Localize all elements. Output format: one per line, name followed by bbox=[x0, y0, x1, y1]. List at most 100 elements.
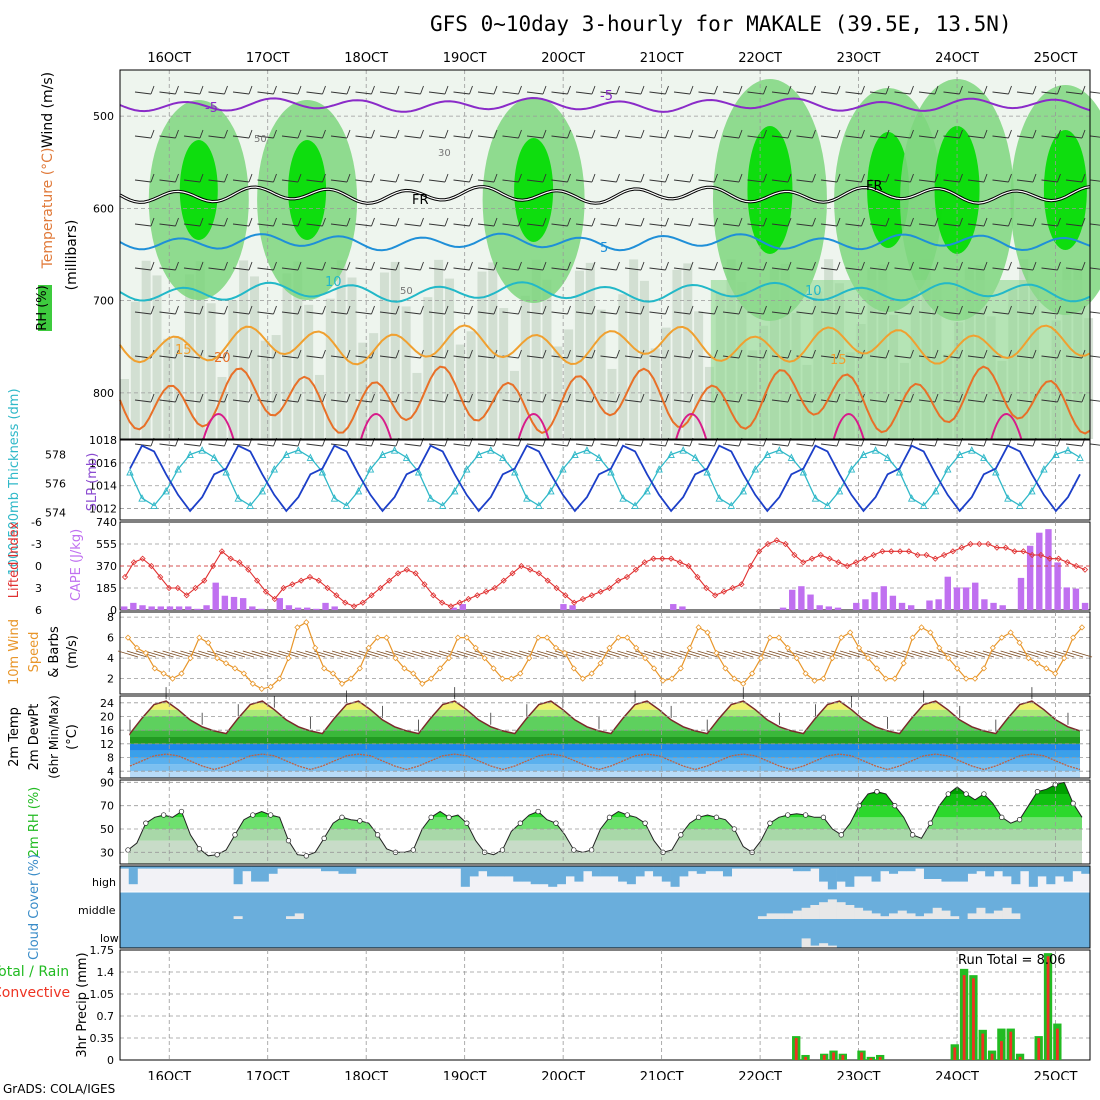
cloud-high-cell bbox=[862, 866, 872, 877]
wind-barb-flag bbox=[420, 217, 424, 227]
wind-barb bbox=[453, 267, 470, 271]
wind-barb bbox=[722, 223, 740, 227]
wind-point bbox=[900, 660, 907, 667]
wind-barb bbox=[1027, 650, 1048, 658]
wind-barb-flag bbox=[959, 85, 963, 95]
wind-barb bbox=[183, 135, 201, 139]
wind-barb bbox=[526, 443, 544, 447]
wind-barb-flag bbox=[812, 261, 816, 271]
wind-barb-flag bbox=[542, 261, 547, 271]
wind-point bbox=[668, 675, 675, 682]
thickness-point bbox=[414, 467, 423, 476]
wind-barb-flag bbox=[616, 85, 620, 95]
wind-barb-flag bbox=[273, 261, 277, 271]
wind-barb-flag bbox=[1032, 129, 1037, 139]
wind-barb-flag bbox=[567, 129, 571, 139]
cloud-high-cell bbox=[871, 866, 881, 882]
rh-core bbox=[514, 138, 554, 242]
wind-barb bbox=[918, 91, 936, 95]
thickness-point bbox=[715, 494, 723, 502]
wind-barb-flag bbox=[1081, 305, 1086, 315]
rh-axis-label: RH (%) bbox=[35, 285, 50, 330]
rh-column bbox=[466, 331, 476, 439]
wind-barb bbox=[1071, 650, 1093, 658]
thickness-point bbox=[294, 446, 303, 454]
wind-barb-flag bbox=[910, 349, 914, 359]
wind-barb bbox=[1041, 311, 1058, 315]
cloud-high-cell bbox=[216, 866, 226, 869]
wind-barb bbox=[747, 179, 764, 183]
wind-barb-flag bbox=[665, 217, 669, 227]
wind-point bbox=[552, 644, 560, 651]
wind-point bbox=[312, 644, 319, 651]
cloud-high-cell bbox=[932, 866, 942, 879]
wind-barb bbox=[866, 650, 888, 658]
cloud-high-cell bbox=[198, 866, 208, 869]
wind-barb-flag bbox=[763, 173, 767, 183]
lifted-point bbox=[289, 581, 296, 588]
wind-barb bbox=[845, 399, 862, 403]
wind-barb bbox=[355, 91, 372, 95]
temp-axis-label-2: 2m DewPt bbox=[27, 704, 42, 771]
wind-barb-flag bbox=[616, 173, 620, 183]
cape-bar bbox=[880, 586, 887, 610]
x-tick-label: 19OCT bbox=[443, 51, 487, 66]
cloud-high-cell bbox=[1055, 866, 1065, 877]
wind-barb bbox=[845, 91, 862, 95]
rh-column bbox=[607, 368, 617, 439]
wind-barb bbox=[967, 179, 985, 183]
wind-barb-flag bbox=[297, 349, 302, 359]
rh-column bbox=[704, 366, 714, 439]
wind-barb bbox=[992, 311, 1009, 315]
cape-bar bbox=[889, 595, 897, 610]
wind-barb bbox=[526, 267, 544, 271]
precip-run-total: Run Total = 8.06 bbox=[958, 953, 1066, 968]
lifted-point bbox=[377, 584, 384, 592]
wind-barb-flag bbox=[836, 217, 841, 227]
cloud-middle-cell bbox=[993, 910, 1003, 919]
thickness-point bbox=[583, 446, 591, 454]
wind-barb-flag bbox=[542, 217, 547, 227]
precip-tick-label: 1.75 bbox=[90, 944, 115, 957]
wind-barb bbox=[992, 267, 1009, 271]
wind-barb bbox=[673, 179, 691, 183]
cloud-high-cell bbox=[242, 866, 252, 872]
wind-barb-flag bbox=[812, 305, 816, 315]
cloud-high-cell bbox=[757, 866, 767, 869]
temp-tick-label: 4 bbox=[107, 765, 114, 778]
cloud-high-cell bbox=[827, 866, 837, 890]
wind-barb bbox=[306, 91, 323, 95]
thickness-point bbox=[895, 467, 904, 476]
precip-convective-bar bbox=[804, 1056, 807, 1060]
wind-barb bbox=[330, 311, 348, 315]
wind-barb-flag bbox=[224, 85, 228, 95]
cloud-high-cell bbox=[277, 866, 287, 869]
wind-point bbox=[802, 670, 809, 677]
precip-convective-bar bbox=[822, 1054, 826, 1060]
wind-barb-flag bbox=[420, 349, 424, 359]
lifted-tick-label: -3 bbox=[31, 538, 42, 551]
wind-barb-flag bbox=[518, 261, 522, 271]
wind-point bbox=[998, 634, 1005, 641]
cape-bar bbox=[130, 602, 137, 610]
rh-point bbox=[1070, 800, 1076, 806]
wind-barb bbox=[379, 399, 397, 403]
wind-barb bbox=[943, 267, 960, 271]
x-tick-label: 24OCT bbox=[935, 1070, 979, 1080]
temp-band bbox=[130, 750, 1080, 758]
thickness-point bbox=[523, 494, 531, 502]
wind-barb-flag bbox=[297, 305, 302, 315]
rh-point bbox=[446, 814, 452, 820]
wind-barb-flag bbox=[738, 305, 743, 315]
thickness-point bbox=[907, 494, 916, 502]
rh-column bbox=[412, 372, 422, 439]
cloud-middle-cell bbox=[941, 910, 951, 919]
rh-point bbox=[945, 791, 951, 797]
wind-barb bbox=[207, 650, 228, 658]
wind-barb bbox=[453, 135, 470, 139]
lifted-point bbox=[835, 559, 842, 566]
thickness-point bbox=[871, 446, 880, 454]
cloud-high-cell bbox=[478, 866, 488, 872]
wind-barb-flag bbox=[346, 129, 351, 139]
cape-bar bbox=[459, 604, 466, 610]
